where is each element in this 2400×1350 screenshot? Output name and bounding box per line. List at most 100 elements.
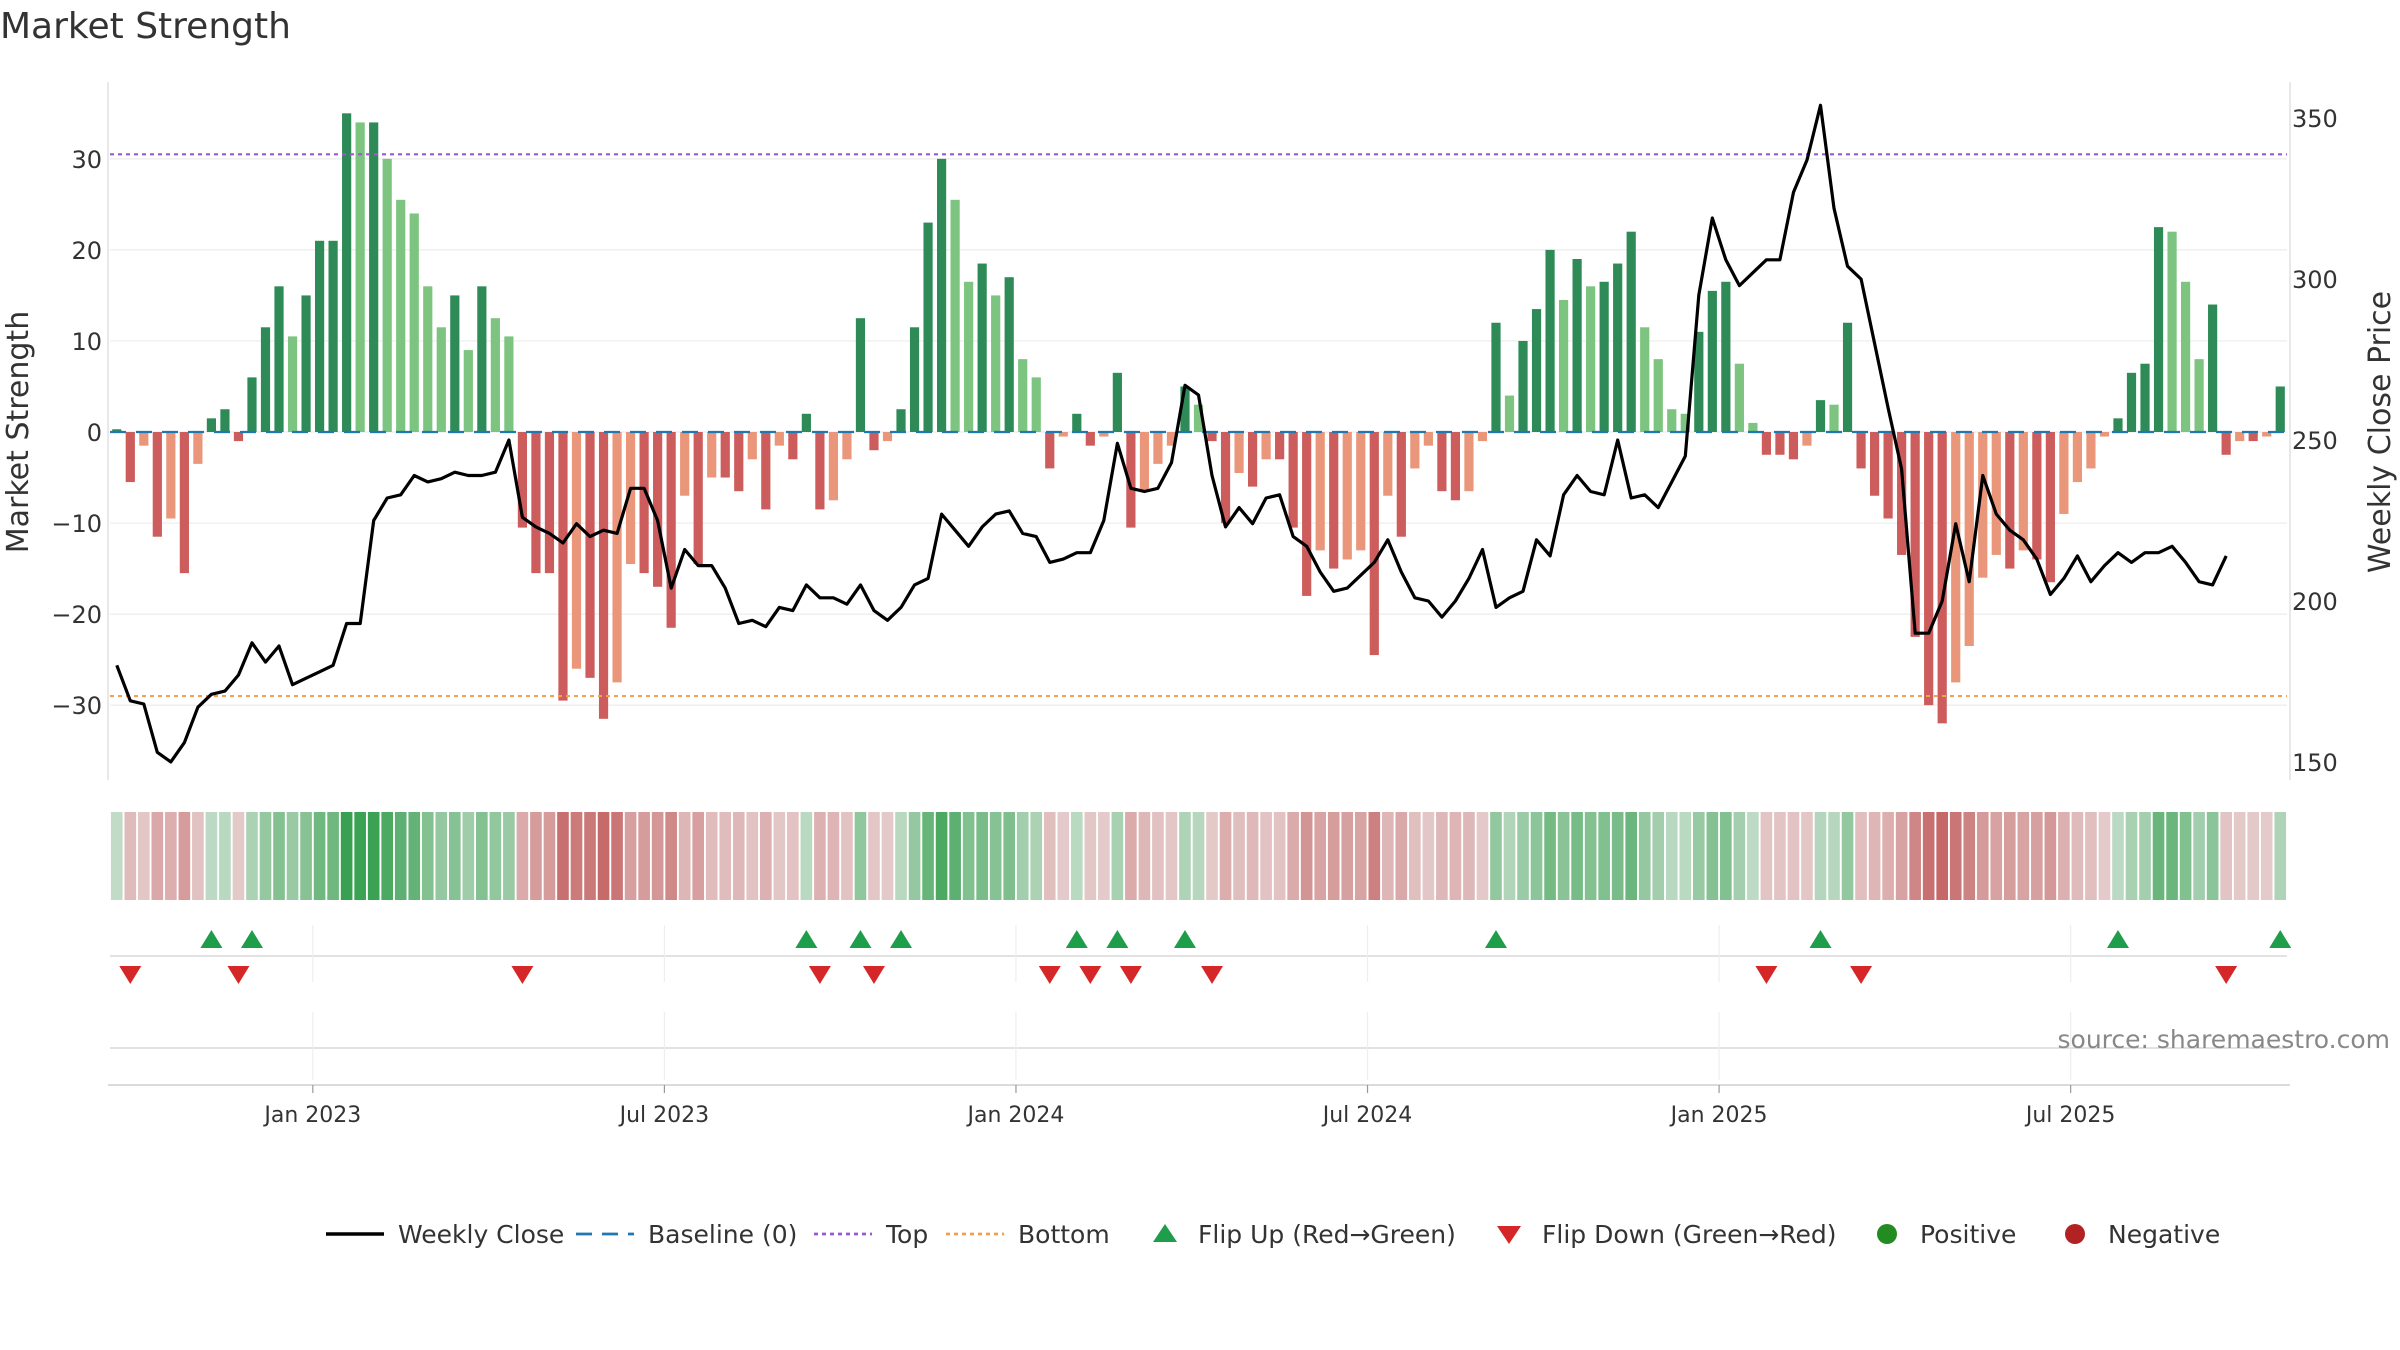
strength-bar (869, 432, 879, 451)
heat-cell (1963, 812, 1976, 900)
heat-cell (232, 812, 245, 900)
heat-cell (1895, 812, 1908, 900)
strength-bar (1031, 377, 1041, 432)
heat-cell (1368, 812, 1381, 900)
strength-bar (2208, 304, 2218, 432)
strength-bar (909, 327, 920, 432)
strength-bar (1545, 249, 1555, 432)
heat-cell (530, 812, 542, 900)
strength-bar (1991, 432, 2001, 555)
heat-cell (1679, 812, 1692, 900)
heat-cell (1422, 812, 1435, 900)
heat-cell (205, 812, 218, 900)
strength-bar (1788, 432, 1799, 460)
strength-bar (423, 286, 433, 432)
heat-cell (354, 812, 366, 900)
heat-cell (1449, 812, 1462, 900)
flip-down-marker (1119, 966, 1142, 984)
strength-bar (477, 286, 487, 432)
heat-cell (732, 812, 745, 900)
strength-bar (1653, 359, 1663, 432)
heat-cell (2220, 812, 2232, 900)
heat-cell (448, 812, 461, 900)
legend-triangle-up-swatch (1153, 1224, 1177, 1242)
heat-cell (421, 812, 434, 900)
strength-bar (382, 158, 392, 432)
strength-bar (1694, 331, 1704, 432)
strength-bar (1626, 231, 1636, 432)
heat-cell (719, 812, 732, 900)
strength-bar (1329, 432, 1339, 569)
heat-cell (1936, 812, 1949, 900)
heat-cell (1354, 812, 1367, 900)
strength-bar (1558, 299, 1569, 432)
heat-cell (1016, 812, 1029, 900)
strength-bar (328, 240, 338, 432)
heat-cell (435, 812, 448, 900)
strength-bar (1599, 281, 1609, 432)
strength-bar (1924, 432, 1934, 706)
strength-bar (1193, 404, 1204, 432)
strength-bar (2072, 432, 2083, 483)
strength-bar (693, 432, 703, 565)
strength-bar (1586, 286, 1596, 432)
heat-cell (908, 812, 921, 900)
heat-cell (2058, 812, 2070, 900)
strength-bar (2059, 432, 2069, 514)
heat-cell (1125, 812, 1137, 900)
strength-bar (1978, 432, 1988, 578)
heat-cell (1219, 812, 1232, 900)
strength-bar (639, 432, 649, 574)
heat-cell (935, 812, 948, 900)
heat-cell (1152, 812, 1164, 900)
heat-cell (638, 812, 650, 900)
strength-bar (1775, 432, 1785, 455)
strength-bar (1139, 432, 1150, 492)
strength-bar (598, 432, 609, 719)
heat-cell (1949, 812, 1962, 900)
strength-bar (1220, 432, 1231, 524)
strength-bar (1964, 432, 1974, 646)
heat-cell (137, 812, 150, 900)
heat-cell (1990, 812, 2003, 900)
heat-cell (1638, 812, 1651, 900)
strength-bar (139, 432, 149, 446)
heat-cell (476, 812, 488, 900)
heat-cell (1976, 812, 1989, 900)
heat-cell (1652, 812, 1665, 900)
strength-bar (991, 295, 1001, 432)
heat-cell (1760, 812, 1773, 900)
strength-bar (761, 432, 771, 510)
heat-cell (557, 812, 569, 900)
strength-bar (1910, 432, 1920, 637)
heat-cell (1327, 812, 1340, 900)
legend-triangle-down-swatch (1497, 1226, 1521, 1244)
strength-bar (1667, 409, 1677, 432)
heat-cell (1273, 812, 1286, 900)
strength-bar (1180, 386, 1190, 432)
strength-bar (625, 432, 636, 565)
flip-up-marker (240, 930, 263, 948)
heat-cell (124, 812, 137, 900)
heat-cell (1544, 812, 1556, 900)
strength-bar (1856, 432, 1866, 469)
source-note: source: sharemaestro.com (2058, 1025, 2391, 1054)
heat-cell (2085, 812, 2097, 900)
heat-cell (1530, 812, 1543, 900)
flip-up-marker (1106, 930, 1129, 948)
x-tick-label: Jul 2023 (618, 1103, 710, 1128)
heat-cell (516, 812, 529, 900)
heat-cell (1828, 812, 1840, 900)
y-axis-label: Market Strength (1, 311, 36, 553)
strength-bar (2032, 432, 2042, 560)
strength-bar (1518, 340, 1528, 432)
heat-cell (394, 812, 407, 900)
legend-label: Positive (1920, 1220, 2016, 1249)
strength-bar (1369, 432, 1379, 656)
axes: 30 20 10 0 −10 −20 −30 350 300 250 200 150 Market St… (1, 82, 2398, 780)
flip-down-marker (808, 966, 831, 984)
strength-bar (1450, 432, 1461, 501)
legend-label: Weekly Close (398, 1220, 564, 1249)
heat-cell (165, 812, 177, 900)
strength-bar (720, 432, 730, 478)
